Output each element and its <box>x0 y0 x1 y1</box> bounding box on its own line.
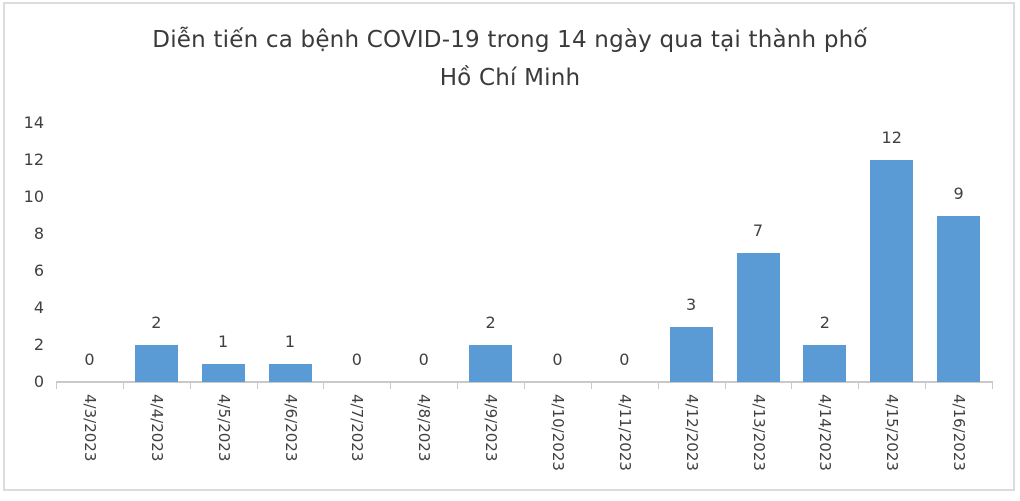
bar <box>937 215 981 382</box>
bar-value-label: 0 <box>418 350 429 369</box>
bar <box>803 345 847 382</box>
bar-value-label: 2 <box>819 313 830 332</box>
bar-value-label: 2 <box>485 313 496 332</box>
y-axis-label: 14 <box>23 113 44 132</box>
axis-tick <box>590 383 592 389</box>
x-axis-label: 4/7/2023 <box>348 394 367 462</box>
x-axis-label: 4/4/2023 <box>147 394 166 462</box>
x-axis-baseline <box>56 381 993 383</box>
bar <box>268 363 312 382</box>
x-axis-label: 4/3/2023 <box>80 394 99 462</box>
bar-value-label: 0 <box>552 350 563 369</box>
axis-tick <box>858 383 860 389</box>
axis-tick <box>925 383 927 389</box>
bar <box>201 363 245 382</box>
axis-tick <box>724 383 726 389</box>
axis-tick <box>657 383 659 389</box>
bar <box>736 252 780 382</box>
y-axis-label: 6 <box>33 261 44 280</box>
chart-title-line-2: Hồ Chí Minh <box>439 65 581 91</box>
y-axis-label: 10 <box>23 187 44 206</box>
y-axis-label: 12 <box>23 150 44 169</box>
bar <box>134 345 178 382</box>
x-axis-label: 4/16/2023 <box>950 394 969 471</box>
axis-tick <box>189 383 191 389</box>
bar-value-label: 1 <box>284 331 296 351</box>
bar <box>469 345 513 382</box>
bar <box>669 326 713 382</box>
axis-tick <box>56 383 57 389</box>
chart-frame <box>3 2 1015 491</box>
bar-value-label: 9 <box>953 183 964 203</box>
bar-value-label: 12 <box>881 128 902 147</box>
x-axis-label: 4/12/2023 <box>682 394 701 471</box>
axis-tick <box>457 383 459 389</box>
x-axis-label: 4/14/2023 <box>816 394 835 471</box>
y-axis-label: 4 <box>33 298 44 317</box>
bar-value-label: 7 <box>752 220 764 240</box>
axis-tick <box>323 383 325 389</box>
axis-tick <box>122 383 124 389</box>
bar-value-label: 3 <box>686 294 697 314</box>
bar <box>870 160 914 382</box>
bar-value-label: 0 <box>351 350 362 369</box>
bar-value-label: 0 <box>84 350 95 369</box>
axis-tick <box>791 383 793 389</box>
x-axis-label: 4/8/2023 <box>415 394 434 462</box>
axis-tick <box>992 383 993 389</box>
chart-title-line-1: Diễn tiến ca bệnh COVID-19 trong 14 ngày… <box>152 27 868 53</box>
x-axis-label: 4/6/2023 <box>281 394 300 462</box>
axis-tick <box>256 383 258 389</box>
y-axis-label: 0 <box>33 372 44 391</box>
bar-value-label: 0 <box>619 350 630 369</box>
x-axis-label: 4/13/2023 <box>749 394 768 471</box>
bar-value-label: 2 <box>151 313 162 332</box>
x-axis-label: 4/10/2023 <box>548 394 567 471</box>
axis-tick <box>390 383 392 389</box>
axis-tick <box>524 383 525 389</box>
x-axis-label: 4/9/2023 <box>482 394 501 462</box>
bar-value-label: 1 <box>218 331 229 351</box>
chart-title: Diễn tiến ca bệnh COVID-19 trong 14 ngày… <box>60 21 960 97</box>
x-axis-label: 4/15/2023 <box>883 394 902 471</box>
x-axis-label: 4/5/2023 <box>214 394 233 462</box>
y-axis-label: 2 <box>33 335 44 354</box>
y-axis-label: 8 <box>33 224 44 243</box>
x-axis-label: 4/11/2023 <box>615 394 634 471</box>
